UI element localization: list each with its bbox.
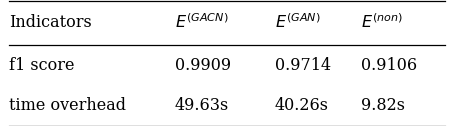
- Text: Indicators: Indicators: [9, 14, 92, 31]
- Text: 0.9714: 0.9714: [275, 57, 331, 74]
- Text: 40.26s: 40.26s: [275, 97, 329, 114]
- Text: time overhead: time overhead: [9, 97, 126, 114]
- Text: 49.63s: 49.63s: [175, 97, 229, 114]
- Text: $E^{(non)}$: $E^{(non)}$: [361, 13, 403, 32]
- Text: f1 score: f1 score: [9, 57, 74, 74]
- Text: 0.9106: 0.9106: [361, 57, 417, 74]
- Text: $E^{(GAN)}$: $E^{(GAN)}$: [275, 13, 321, 32]
- Text: 0.9909: 0.9909: [175, 57, 231, 74]
- Text: 9.82s: 9.82s: [361, 97, 405, 114]
- Text: $E^{(GACN)}$: $E^{(GACN)}$: [175, 13, 228, 32]
